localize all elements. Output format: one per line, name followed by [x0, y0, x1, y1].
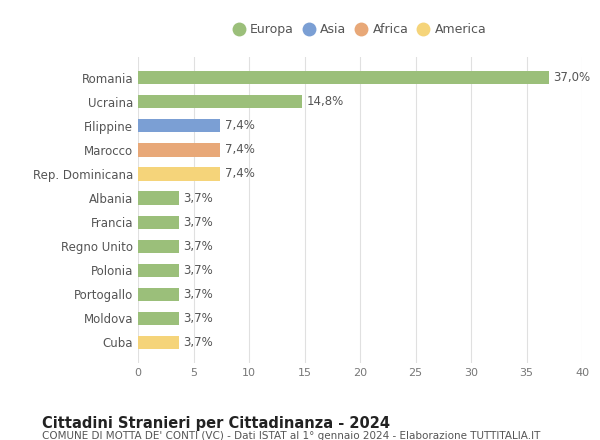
Bar [138, 143, 220, 157]
Bar [138, 312, 179, 325]
Bar [138, 288, 179, 301]
Bar [138, 95, 302, 108]
Text: 7,4%: 7,4% [224, 119, 254, 132]
Text: 7,4%: 7,4% [224, 168, 254, 180]
Text: COMUNE DI MOTTA DE' CONTI (VC) - Dati ISTAT al 1° gennaio 2024 - Elaborazione TU: COMUNE DI MOTTA DE' CONTI (VC) - Dati IS… [42, 431, 541, 440]
Bar [138, 71, 549, 84]
Bar [138, 119, 220, 132]
Text: 37,0%: 37,0% [553, 71, 590, 84]
Bar [138, 216, 179, 229]
Bar [138, 167, 220, 180]
Text: 3,7%: 3,7% [184, 312, 213, 325]
Text: 7,4%: 7,4% [224, 143, 254, 157]
Text: Cittadini Stranieri per Cittadinanza - 2024: Cittadini Stranieri per Cittadinanza - 2… [42, 416, 390, 431]
Text: 3,7%: 3,7% [184, 264, 213, 277]
Text: 3,7%: 3,7% [184, 288, 213, 301]
Bar [138, 336, 179, 349]
Text: 3,7%: 3,7% [184, 191, 213, 205]
Text: 3,7%: 3,7% [184, 240, 213, 253]
Bar [138, 191, 179, 205]
Text: 3,7%: 3,7% [184, 216, 213, 229]
Bar [138, 264, 179, 277]
Legend: Europa, Asia, Africa, America: Europa, Asia, Africa, America [231, 21, 489, 39]
Bar [138, 240, 179, 253]
Text: 14,8%: 14,8% [307, 95, 344, 108]
Text: 3,7%: 3,7% [184, 336, 213, 349]
